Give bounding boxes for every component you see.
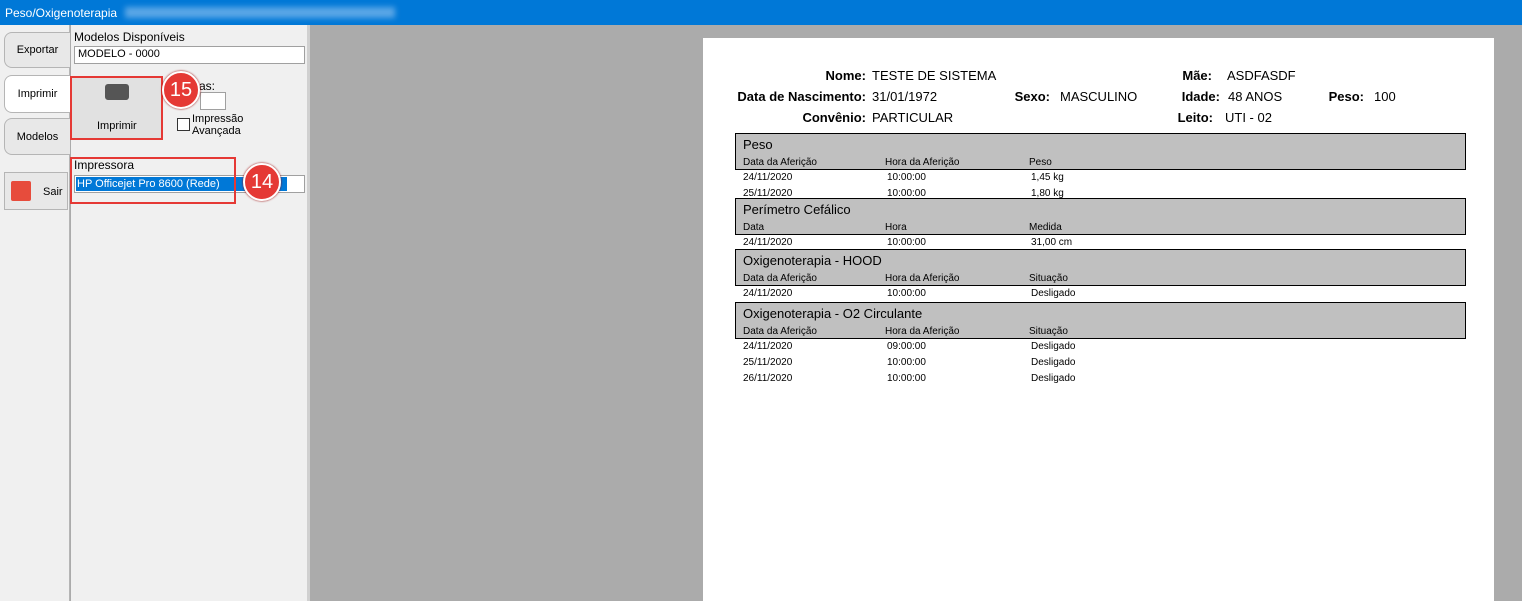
cell: 1,80 kg: [1031, 188, 1064, 199]
field-label: Nome:: [825, 68, 866, 83]
section-title: Oxigenoterapia - O2 Circulante: [743, 306, 923, 321]
section-header: [735, 249, 1466, 286]
step-badge: 15: [162, 71, 200, 109]
printer-icon: [105, 84, 129, 100]
field-value: 100: [1374, 89, 1396, 104]
field-label: Mãe:: [1182, 68, 1212, 83]
cell: Desligado: [1031, 341, 1076, 352]
field-value: PARTICULAR: [872, 110, 954, 125]
section-header: [735, 302, 1466, 339]
printer-label: Impressora: [74, 158, 135, 172]
field-value: TESTE DE SISTEMA: [872, 68, 997, 83]
cell: 10:00:00: [887, 373, 926, 384]
column-header: Medida: [1029, 222, 1062, 233]
cell: 24/11/2020: [743, 172, 793, 183]
field-label: Leito:: [1177, 110, 1213, 125]
blurred-title: [125, 7, 395, 18]
field-value: ASDFASDF: [1227, 68, 1296, 83]
cell: 10:00:00: [887, 188, 926, 199]
cell: 24/11/2020: [743, 341, 793, 352]
field-label: Sexo:: [1014, 89, 1050, 104]
column-header: Situação: [1029, 273, 1068, 284]
field-value: 48 ANOS: [1228, 89, 1283, 104]
field-value: MASCULINO: [1060, 89, 1138, 104]
cell: 10:00:00: [887, 288, 926, 299]
cell: 31,00 cm: [1031, 237, 1073, 248]
column-header: Situação: [1029, 326, 1068, 337]
tab-modelos[interactable]: Modelos: [4, 118, 70, 155]
tab-exportar[interactable]: Exportar: [4, 32, 70, 68]
section-title: Oxigenoterapia - HOOD: [743, 253, 882, 268]
step-badge: 14: [243, 163, 281, 201]
print-button[interactable]: [70, 76, 163, 140]
cell: 1,45 kg: [1031, 172, 1064, 183]
column-header: Data: [743, 222, 765, 233]
print-button-label: Imprimir: [97, 120, 137, 132]
cell: Desligado: [1031, 357, 1076, 368]
highlight-box: [70, 157, 236, 204]
column-header: Data da Aferição: [743, 273, 817, 284]
advanced-label: Impressão Avançada: [192, 113, 244, 137]
field-label: Data de Nascimento:: [737, 89, 866, 104]
cell: 25/11/2020: [743, 188, 793, 199]
window-title: Peso/Oxigenoterapia: [5, 6, 118, 20]
column-header: Data da Aferição: [743, 326, 817, 337]
column-header: Hora da Aferição: [885, 157, 960, 168]
field-value: UTI - 02: [1225, 110, 1272, 125]
models-label: Modelos Disponíveis: [74, 30, 185, 44]
copies-spinner[interactable]: [200, 92, 226, 110]
column-header: Hora: [885, 222, 907, 233]
tab-imprimir[interactable]: Imprimir: [4, 75, 70, 113]
options-panel: [71, 25, 310, 601]
section-title: Peso: [743, 137, 773, 152]
column-header: Hora da Aferição: [885, 326, 960, 337]
cell: 10:00:00: [887, 172, 926, 183]
cell: Desligado: [1031, 288, 1076, 299]
cell: 10:00:00: [887, 237, 926, 248]
cell: 24/11/2020: [743, 288, 793, 299]
cell: 09:00:00: [887, 341, 926, 352]
column-header: Peso: [1029, 157, 1052, 168]
field-label: Convênio:: [802, 110, 866, 125]
sair-label: Sair: [43, 186, 63, 198]
section-title: Perímetro Cefálico: [743, 202, 851, 217]
cell: 24/11/2020: [743, 237, 793, 248]
advanced-checkbox[interactable]: [177, 118, 190, 131]
copies-label: as:: [199, 79, 216, 93]
field-label: Idade:: [1181, 89, 1220, 104]
field-label: Peso:: [1328, 89, 1364, 104]
section-header: [735, 198, 1466, 235]
cell: Desligado: [1031, 373, 1076, 384]
cell: 10:00:00: [887, 357, 926, 368]
cell: 25/11/2020: [743, 357, 793, 368]
section-header: [735, 133, 1466, 170]
exit-icon: [11, 181, 31, 201]
field-value: 31/01/1972: [872, 89, 938, 104]
column-header: Hora da Aferição: [885, 273, 960, 284]
model-combo[interactable]: MODELO - 0000: [74, 46, 305, 64]
column-header: Data da Aferição: [743, 157, 817, 168]
cell: 26/11/2020: [743, 373, 793, 384]
